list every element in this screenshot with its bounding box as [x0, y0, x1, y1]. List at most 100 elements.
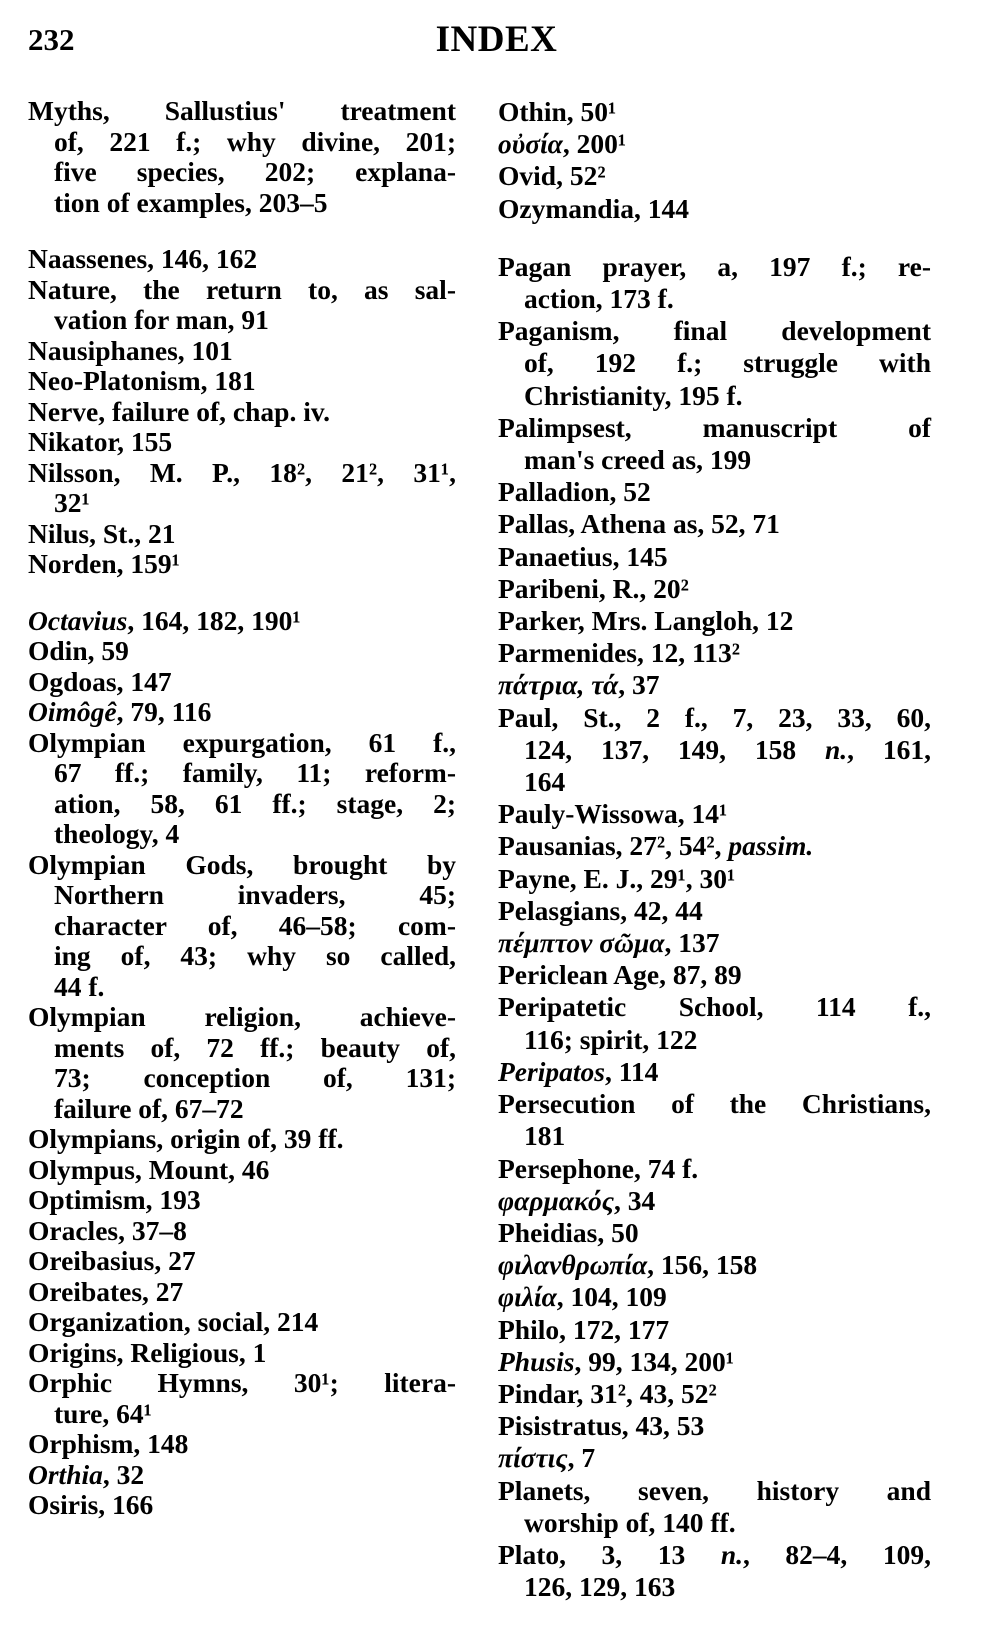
index-entry: Payne, E. J., 29¹, 30¹ [498, 863, 931, 895]
index-entry: Peripatos, 114 [498, 1056, 931, 1088]
entry-heading-line: Persephone, 74 f. [498, 1153, 931, 1185]
entry-text: action, 173 f. [524, 283, 674, 315]
entry-text: Norden, 159¹ [28, 548, 180, 579]
index-entry: Phusis, 99, 134, 200¹ [498, 1346, 931, 1378]
entry-heading-line: Pheidias, 50 [498, 1217, 931, 1249]
entry-continuation-line: ments of, 72 ff.; beauty of, [28, 1031, 456, 1064]
entry-text: Olympian expurgation, 61 f., [28, 726, 456, 758]
entry-text: , 104, 109 [556, 1281, 667, 1313]
entry-continuation-line: 181 [498, 1120, 931, 1152]
entry-heading-line: Norden, 159¹ [28, 548, 456, 580]
entry-text: five species, 202; explana- [54, 156, 456, 187]
entry-heading-line: Pallas, Athena as, 52, 71 [498, 508, 931, 540]
index-entry: Parker, Mrs. Langloh, 12 [498, 605, 931, 637]
entry-heading-line: Oracles, 37–8 [28, 1215, 456, 1247]
entry-text: Philo, 172, 177 [498, 1313, 670, 1345]
entry-heading-line: Pisistratus, 43, 53 [498, 1410, 931, 1442]
entry-heading-line: Olympian religion, achieve- [28, 1001, 456, 1033]
index-entry: Palladion, 52 [498, 476, 931, 508]
entry-text: , 161, [847, 733, 932, 765]
entry-text: Ozymandia, 144 [498, 192, 689, 224]
entry-text: Neo-Platonism, 181 [28, 365, 256, 396]
entry-text: Oreibates, 27 [28, 1275, 184, 1307]
entry-heading-line: Pagan prayer, a, 197 f.; re- [498, 251, 931, 283]
index-column-left: Myths, Sallustius' treatment of, 221 f.; … [28, 95, 456, 1521]
index-entry: Nikator, 155 [28, 426, 456, 458]
entry-heading-line: Paul, St., 2 f., 7, 23, 33, 60, [498, 702, 931, 734]
entry-heading-line: Pauly-Wissowa, 14¹ [498, 798, 931, 830]
entry-heading-line: Pausanias, 27², 54², passim. [498, 830, 931, 862]
entry-text: ation, 58, 61 ff.; stage, 2; [54, 787, 456, 819]
entry-text: , 156, 158 [647, 1249, 758, 1281]
entry-text: Palladion, 52 [498, 476, 651, 508]
index-entry: Orphism, 148 [28, 1428, 456, 1460]
entry-heading-line: πέμπτον σῶμα, 137 [498, 927, 931, 959]
entry-text: Pindar, 31², 43, 52² [498, 1377, 717, 1409]
index-entry: Ogdoas, 147 [28, 666, 456, 698]
entry-text: Optimism, 193 [28, 1184, 201, 1215]
entry-heading-line: Othin, 50¹ [498, 96, 931, 128]
entry-heading-line: Paribeni, R., 20² [498, 573, 931, 605]
index-entry: Orthia, 32 [28, 1458, 456, 1491]
italic-term: n. [720, 1538, 743, 1570]
index-entry: Olympians, origin of, 39 ff. [28, 1123, 456, 1155]
index-entry: Nilsson, M. P., 18², 21², 31¹, 32¹ [28, 457, 456, 519]
entry-heading-line: Orphic Hymns, 30¹; litera- [28, 1367, 456, 1399]
entry-text: Paganism, final development [498, 315, 931, 347]
entry-text: 181 [524, 1120, 566, 1152]
page-number: 232 [28, 22, 75, 57]
index-entry: Periclean Age, 87, 89 [498, 959, 931, 991]
entry-text: ments of, 72 ff.; beauty of, [54, 1031, 456, 1063]
entry-text: Plato, 3, 13 [498, 1538, 721, 1570]
entry-heading-line: Optimism, 193 [28, 1184, 456, 1216]
entry-text: , 37 [618, 669, 660, 701]
entry-heading-line: Nerve, failure of, chap. iv. [28, 396, 456, 428]
entry-text: 67 ff.; family, 11; reform- [54, 757, 456, 788]
entry-heading-line: Olympian expurgation, 61 f., [28, 726, 456, 759]
entry-text: Osiris, 166 [28, 1489, 154, 1520]
entry-heading-line: Oreibates, 27 [28, 1275, 456, 1308]
entry-heading-line: Pelasgians, 42, 44 [498, 895, 931, 927]
entry-continuation-line: 32¹ [28, 487, 456, 519]
index-entry: Ozymandia, 144 [498, 193, 931, 225]
entry-text: Orphic Hymns, 30¹; litera- [28, 1367, 456, 1398]
entry-text: Christianity, 195 f. [524, 379, 743, 411]
entry-heading-line: Naassenes, 146, 162 [28, 243, 456, 275]
entry-text: Pheidias, 50 [498, 1216, 639, 1248]
index-entry: Nilus, St., 21 [28, 518, 456, 550]
entry-text: Parmenides, 12, 113² [498, 637, 740, 669]
entry-text: Paul, St., 2 f., 7, 23, 33, 60, [498, 701, 931, 733]
entry-heading-line: Panaetius, 145 [498, 541, 931, 573]
index-entry: Nausiphanes, 101 [28, 335, 456, 367]
entry-continuation-line: five species, 202; explana- [28, 156, 456, 188]
entry-continuation-line: 44 f. [28, 971, 456, 1003]
entry-text: Odin, 59 [28, 635, 129, 666]
index-entry: Paul, St., 2 f., 7, 23, 33, 60, 124, 137,… [498, 702, 931, 799]
entry-continuation-line: 126, 129, 163 [498, 1571, 931, 1603]
index-entry: Nerve, failure of, chap. iv. [28, 396, 456, 428]
index-entry: πάτρια, τά, 37 [498, 669, 931, 701]
entry-text: Palimpsest, manuscript of [498, 411, 931, 443]
index-entry: Neo-Platonism, 181 [28, 365, 456, 397]
entry-heading-line: Oreibasius, 27 [28, 1245, 456, 1277]
entry-text: , 164, 182, 190¹ [127, 604, 301, 636]
italic-term: φιλανθρωπία [498, 1249, 648, 1281]
entry-text: , 7 [567, 1442, 596, 1474]
entry-text: Pelasgians, 42, 44 [498, 894, 703, 926]
italic-term: οὐσία [498, 128, 563, 160]
entry-text: , 137 [664, 927, 720, 959]
italic-term: Orthia [28, 1458, 103, 1490]
entry-continuation-line: ture, 64¹ [28, 1398, 456, 1430]
index-entry: φιλία, 104, 109 [498, 1281, 931, 1313]
entry-text: man's creed as, 199 [524, 444, 752, 476]
index-entry: Planets, seven, history and worship of, 1… [498, 1475, 931, 1539]
entry-text: Nature, the return to, as sal- [28, 273, 456, 305]
entry-heading-line: Octavius, 164, 182, 190¹ [28, 604, 456, 637]
entry-heading-line: Peripatetic School, 114 f., [498, 991, 931, 1023]
entry-heading-line: Nikator, 155 [28, 426, 456, 458]
entry-text: of, 221 f.; why divine, 201; [54, 125, 456, 157]
index-entry: Oreibasius, 27 [28, 1245, 456, 1277]
entry-text: , 79, 116 [116, 696, 212, 727]
entry-continuation-line: character of, 46–58; com- [28, 910, 456, 942]
entry-text: Pausanias, 27², 54², [498, 830, 729, 862]
